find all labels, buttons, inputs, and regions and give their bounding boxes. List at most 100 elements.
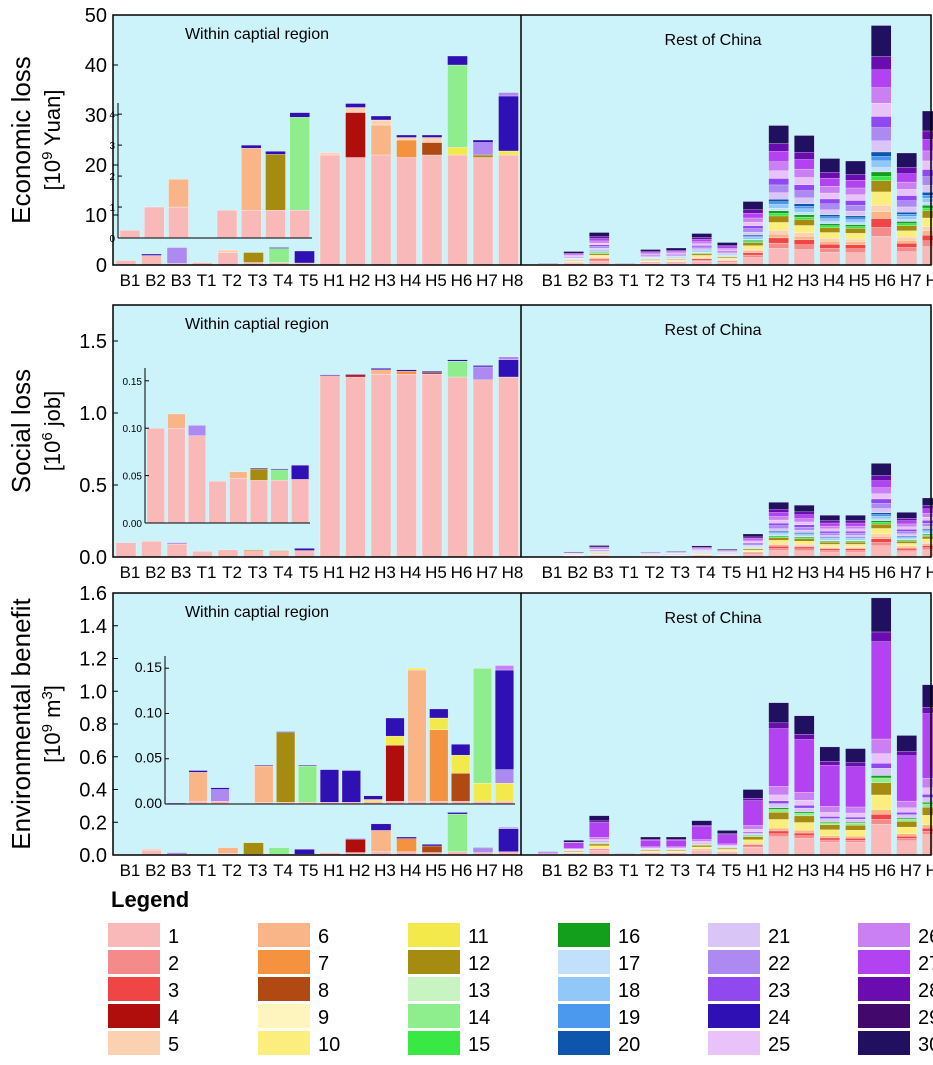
- x-tick-label: H1: [323, 563, 345, 582]
- bar-segment-rest-H3: [794, 206, 815, 209]
- bar-segment-rest-H7: [896, 545, 917, 548]
- bar-segment-rest-H4: [819, 765, 840, 807]
- bar-segment-rest-H5: [845, 535, 866, 538]
- bar-segment-rest-H5: [845, 766, 866, 808]
- x-tick-label: H4: [823, 563, 845, 582]
- bar-segment-rest-H2: [768, 702, 789, 724]
- bar-segment-H3: [370, 823, 392, 831]
- legend-swatch: [858, 950, 910, 974]
- x-tick-label: T5: [721, 271, 741, 290]
- bar-segment-rest-H2: [768, 237, 789, 244]
- bar-segment-rest-H7: [896, 755, 917, 802]
- x-tick-label: B3: [593, 271, 614, 290]
- bar-segment-rest-H4: [819, 746, 840, 762]
- y-tick-label: 0: [96, 255, 107, 277]
- bar-segment-H7: [472, 379, 494, 558]
- bar-segment-rest-T5: [717, 261, 738, 263]
- bar-segment-rest-H5: [845, 538, 866, 541]
- x-tick-label: T4: [273, 271, 293, 290]
- bar-segment-rest-H6: [871, 56, 892, 70]
- bar-segment-rest-H7: [896, 195, 917, 201]
- bar-segment-rest-H2: [768, 512, 789, 517]
- bar-segment-rest-B3: [589, 837, 610, 840]
- bar-segment-H4: [396, 137, 417, 141]
- bar-segment-rest-H7: [896, 243, 917, 248]
- legend-label: 22: [768, 953, 790, 975]
- bar-segment-rest-H1: [742, 800, 764, 826]
- bar-segment-rest-T3: [666, 850, 687, 852]
- bar-segment-rest-H1: [742, 213, 764, 219]
- bar-segment-rest-B3: [589, 256, 610, 258]
- bar-segment-H6: [447, 813, 468, 852]
- inset-bar-segment-H8: [494, 669, 514, 770]
- x-tick-label: T3: [248, 563, 268, 582]
- bar-segment-rest-H5: [845, 160, 866, 175]
- bar-segment-rest-H5: [845, 547, 866, 550]
- bar-segment-rest-H6: [871, 236, 892, 265]
- bar-segment-rest-B3: [589, 254, 610, 258]
- x-tick-label: H4: [400, 563, 422, 582]
- bar-segment-rest-H3: [794, 511, 815, 515]
- bar-segment-rest-H5: [845, 830, 866, 837]
- plot-frame: [112, 14, 932, 266]
- bar-segment-rest-H1: [742, 201, 764, 210]
- inset-bar-segment-T3: [241, 209, 262, 239]
- inset-bar-segment-H8: [494, 769, 514, 784]
- y-tick-label: 1.6: [79, 583, 107, 605]
- bar-segment-rest-H3: [794, 813, 815, 817]
- bar-segment-rest-H4: [819, 546, 840, 548]
- bar-segment-B3: [166, 542, 188, 545]
- bar-segment-H3: [370, 369, 392, 375]
- bar-segment-H4: [396, 369, 417, 372]
- bar-segment-rest-H2: [768, 531, 789, 533]
- bar-segment-rest-B2: [563, 254, 584, 257]
- bar-segment-rest-H2: [768, 546, 789, 549]
- bar-segment-rest-H1: [743, 554, 763, 557]
- bar-segment-H4: [396, 836, 417, 839]
- x-tick-label: T1: [619, 563, 639, 582]
- legend-swatch: [108, 1031, 160, 1055]
- bar-segment-rest-H5: [845, 233, 866, 240]
- legend-swatch: [558, 950, 610, 974]
- x-tick-label: T5: [299, 271, 319, 290]
- bar-segment-T3: [243, 842, 264, 855]
- bar-segment-rest-H3: [794, 244, 815, 250]
- unit-exponent: 3: [39, 691, 56, 699]
- bar-segment-rest-H7: [896, 152, 917, 168]
- bar-segment-rest-H5: [845, 838, 866, 841]
- bar-segment-rest-H1: [742, 844, 764, 847]
- bar-segment-rest-H5: [845, 824, 866, 831]
- y-axis-unit: [109 m3]: [39, 685, 65, 763]
- bar-segment-rest-H1: [742, 552, 764, 554]
- x-tick-label: T1: [619, 271, 639, 290]
- bar-segment-rest-H6: [871, 211, 892, 219]
- unit-part: Yuan]: [40, 90, 65, 152]
- bar-segment-rest-H1: [742, 237, 764, 240]
- bar-segment-rest-H2: [768, 544, 789, 547]
- bar-segment-H1: [319, 375, 341, 558]
- bar-segment-rest-H3: [794, 805, 815, 809]
- bar-segment-rest-H3: [794, 152, 815, 160]
- inset-bar-segment-H3: [385, 717, 405, 737]
- bar-segment-rest-H6: [871, 514, 892, 517]
- legend-swatch: [108, 950, 160, 974]
- bar-segment-rest-H5: [845, 252, 866, 265]
- bar-segment-T1: [192, 551, 213, 558]
- bar-segment-rest-H7: [896, 216, 917, 220]
- legend-label: 2: [168, 953, 179, 975]
- y-tick-label: 1.0: [79, 403, 107, 425]
- x-tick-label: H6: [874, 271, 896, 290]
- bar-segment-H7: [472, 848, 494, 853]
- unit-part: [10: [40, 160, 65, 191]
- bar-segment-rest-H6: [871, 176, 892, 181]
- legend-swatch: [708, 950, 760, 974]
- bar-segment-rest-H5: [845, 205, 866, 212]
- x-tick-label: T5: [721, 861, 741, 880]
- inset-bar-segment-T2: [254, 765, 274, 803]
- legend-label: 14: [468, 1007, 490, 1029]
- bar-segment-rest-H1: [742, 789, 764, 799]
- bar-segment-rest-H7: [896, 533, 917, 537]
- bar-segment-rest-H2: [768, 543, 789, 545]
- bar-segment-rest-H1: [742, 234, 764, 237]
